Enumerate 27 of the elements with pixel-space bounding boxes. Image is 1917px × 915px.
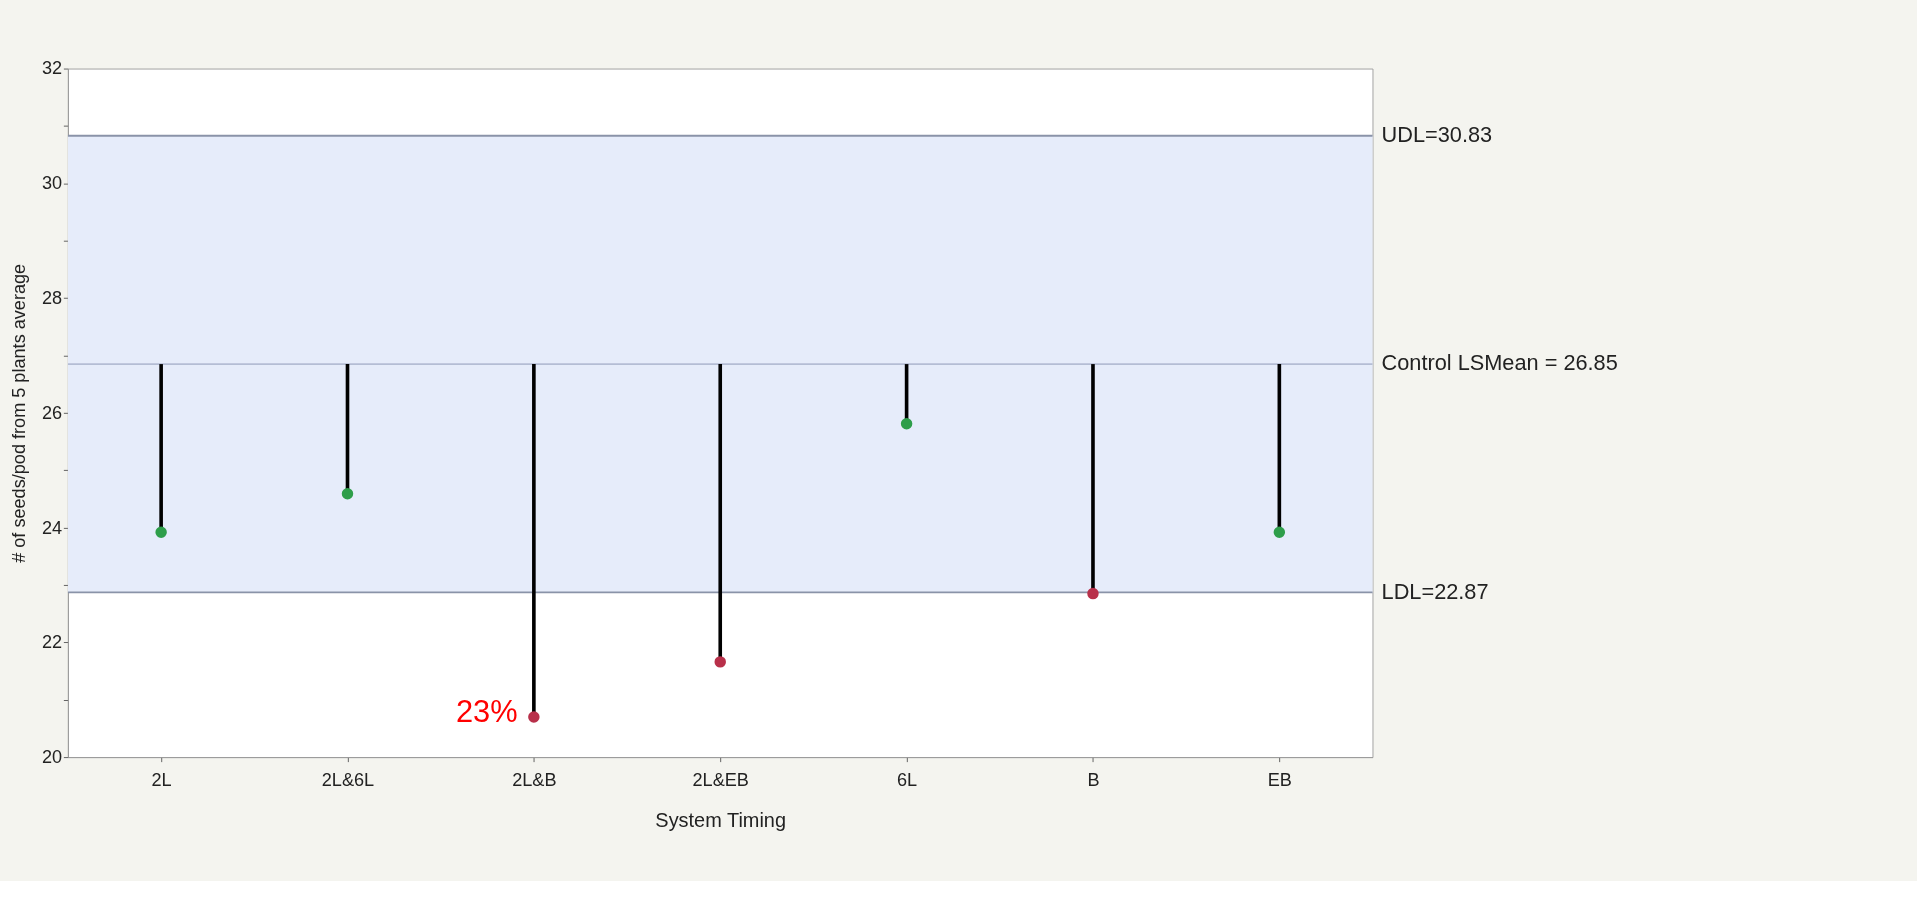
y-tick-label: 28 (41, 288, 63, 308)
y-tick-label: 22 (41, 632, 63, 653)
point (714, 656, 726, 668)
x-tick-label: 2L&B (512, 769, 557, 790)
x-tick-label: 6L (896, 769, 918, 790)
y-tick-label: 26 (41, 402, 63, 423)
x-tick-label: 2L&EB (692, 769, 749, 790)
ref-line-label: LDL=22.87 (1381, 578, 1489, 604)
annotation: 23% (455, 694, 518, 730)
y-tick-label: 32 (41, 58, 63, 79)
point (1273, 526, 1286, 538)
point (341, 488, 354, 500)
point (1087, 587, 1099, 600)
y-tick-label: 30 (41, 173, 63, 194)
x-tick-label: EB (1267, 769, 1292, 790)
x-tick-label: 2L (151, 769, 172, 790)
point (155, 526, 167, 538)
point (528, 711, 540, 723)
y-axis-title: # of seeds/pod from 5 plants average (8, 263, 29, 563)
x-tick-label: B (1087, 769, 1100, 790)
x-axis-title: System Timing (655, 809, 787, 832)
y-tick-label: 24 (41, 517, 63, 538)
ref-line-label: Control LSMean = 26.85 (1381, 350, 1618, 376)
y-tick-label: 20 (41, 747, 63, 768)
point (900, 418, 913, 430)
x-tick-label: 2L&6L (321, 769, 375, 790)
ref-line-label: UDL=30.83 (1381, 122, 1493, 148)
